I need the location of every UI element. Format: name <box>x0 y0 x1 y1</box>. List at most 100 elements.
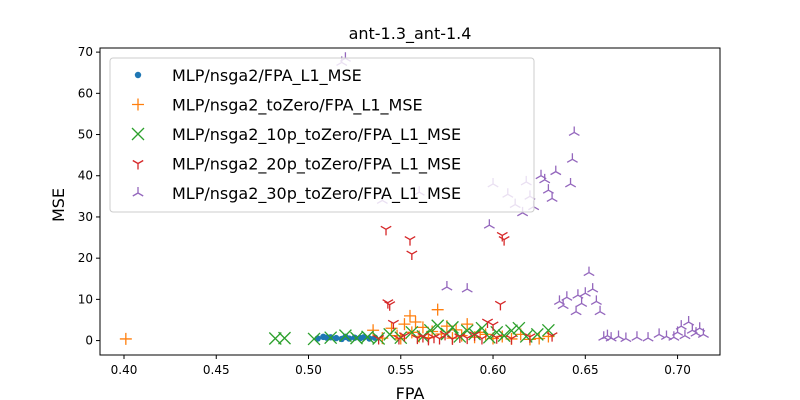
data-point-s4-p5 <box>461 283 473 293</box>
legend-marker-1 <box>132 98 144 111</box>
data-point-s1-p7 <box>404 309 416 322</box>
data-point-s3-p23 <box>494 300 506 311</box>
data-point-s3-p7 <box>404 236 416 246</box>
data-point-s2-p13 <box>431 319 445 333</box>
data-point-s1-p6 <box>398 318 411 331</box>
data-point-s2-p2 <box>307 332 321 346</box>
legend-entry-4: MLP/nsga2_30p_toZero/FPA_L1_MSE <box>172 184 461 204</box>
legend-entry-2: MLP/nsga2_10p_toZero/FPA_L1_MSE <box>172 125 461 145</box>
data-point-s3-p1 <box>380 225 392 236</box>
data-point-s4-p43 <box>672 326 684 336</box>
data-point-s4-p21 <box>561 291 573 301</box>
y-tick-label: 70 <box>78 45 93 59</box>
data-point-s4-p26 <box>572 289 584 299</box>
data-point-s4-p17 <box>546 192 558 202</box>
data-point-s4-p45 <box>679 329 691 340</box>
data-point-s4-p49 <box>694 322 706 332</box>
data-point-s4-p28 <box>579 287 591 297</box>
data-point-s3-p25 <box>498 236 510 246</box>
data-point-s0-p8 <box>351 334 358 341</box>
data-point-s4-p16 <box>542 184 554 194</box>
data-point-s4-p44 <box>675 320 687 330</box>
data-point-s1-p29 <box>533 332 546 345</box>
data-point-s3-p18 <box>469 331 481 341</box>
y-axis-label: MSE <box>49 188 68 222</box>
data-point-s2-p20 <box>482 330 496 344</box>
y-tick-label: 10 <box>78 292 93 306</box>
data-point-s2-p15 <box>445 320 459 334</box>
data-point-s4-p27 <box>576 297 588 308</box>
y-tick-label: 30 <box>78 210 93 224</box>
data-point-s3-p12 <box>428 333 440 344</box>
data-point-s3-p15 <box>446 335 458 345</box>
data-point-s3-p27 <box>524 333 536 343</box>
plot-frame <box>99 47 721 356</box>
legend-box <box>109 57 535 213</box>
data-point-s4-p46 <box>683 316 695 326</box>
data-point-s4-p18 <box>550 165 562 176</box>
legend-entry-1: MLP/nsga2_toZero/FPA_L1_MSE <box>172 96 423 116</box>
data-point-s3-p22 <box>491 334 503 344</box>
x-tick-label: 0.70 <box>664 363 691 377</box>
data-point-s4-p22 <box>564 177 577 188</box>
data-point-s4-p30 <box>587 283 599 293</box>
data-point-s0-p4 <box>332 334 340 342</box>
data-point-s3-p3 <box>384 301 396 311</box>
data-point-s4-p31 <box>590 295 602 305</box>
x-tick-label: 0.45 <box>203 363 230 377</box>
y-tick-label: 60 <box>78 86 93 100</box>
data-point-s4-p40 <box>653 328 665 338</box>
data-point-s2-p6 <box>361 330 375 344</box>
data-point-s1-p20 <box>461 318 474 331</box>
legend-entry-3: MLP/nsga2_20p_toZero/FPA_L1_MSE <box>172 155 461 175</box>
data-point-s3-p5 <box>393 334 405 345</box>
data-point-s3-p4 <box>387 319 399 330</box>
data-point-s4-p15 <box>539 173 551 184</box>
x-axis-label: FPA <box>396 384 425 400</box>
data-point-s2-p5 <box>350 331 363 345</box>
legend-marker-0 <box>134 71 142 79</box>
data-point-s3-p21 <box>487 321 499 331</box>
y-tick-label: 20 <box>78 251 93 265</box>
data-point-s2-p18 <box>468 327 482 341</box>
data-point-s3-p14 <box>439 330 451 341</box>
data-point-s3-p13 <box>433 334 446 345</box>
x-axis-ticks: 0.40 0.45 0.50 0.55 0.60 0.65 0.70 <box>111 355 691 377</box>
data-point-s4-p14 <box>535 169 547 180</box>
x-tick-label: 0.65 <box>572 363 599 377</box>
data-point-s4-p39 <box>642 332 654 342</box>
x-tick-label: 0.55 <box>387 363 414 377</box>
data-point-s2-p3 <box>324 331 338 345</box>
y-tick-label: 40 <box>78 169 93 183</box>
data-point-s4-p47 <box>686 324 698 334</box>
legend-marker-2 <box>131 127 145 141</box>
data-point-s4-p29 <box>583 266 595 277</box>
data-point-s2-p10 <box>405 325 419 339</box>
data-point-s2-p1 <box>278 331 291 345</box>
data-point-s3-p28 <box>546 332 558 342</box>
data-point-s2-p23 <box>505 324 518 338</box>
x-tick-label: 0.40 <box>111 363 138 377</box>
data-point-s1-p18 <box>450 323 463 336</box>
data-point-s3-p6 <box>398 332 411 342</box>
data-point-s4-p4 <box>441 281 453 291</box>
data-point-s1-p0 <box>119 332 132 345</box>
x-tick-label: 0.50 <box>295 363 322 377</box>
data-point-s1-p9 <box>409 316 422 329</box>
y-tick-label: 50 <box>78 128 93 142</box>
data-point-s1-p14 <box>431 303 444 316</box>
data-point-s4-p24 <box>568 126 580 137</box>
data-point-s3-p0 <box>373 334 385 345</box>
data-point-s3-p19 <box>476 334 488 345</box>
data-point-s3-p8 <box>406 250 418 261</box>
data-point-s4-p36 <box>612 330 625 341</box>
data-point-s4-p50 <box>697 328 709 338</box>
data-point-s3-p17 <box>461 334 473 345</box>
data-point-s4-p6 <box>483 219 495 229</box>
data-point-s2-p4 <box>338 329 352 343</box>
data-point-s4-p25 <box>570 305 582 316</box>
data-point-s1-p1 <box>367 324 380 337</box>
legend: MLP/nsga2/FPA_L1_MSE MLP/nsga2_toZero/FPA… <box>109 57 535 213</box>
data-point-s4-p38 <box>631 331 643 341</box>
